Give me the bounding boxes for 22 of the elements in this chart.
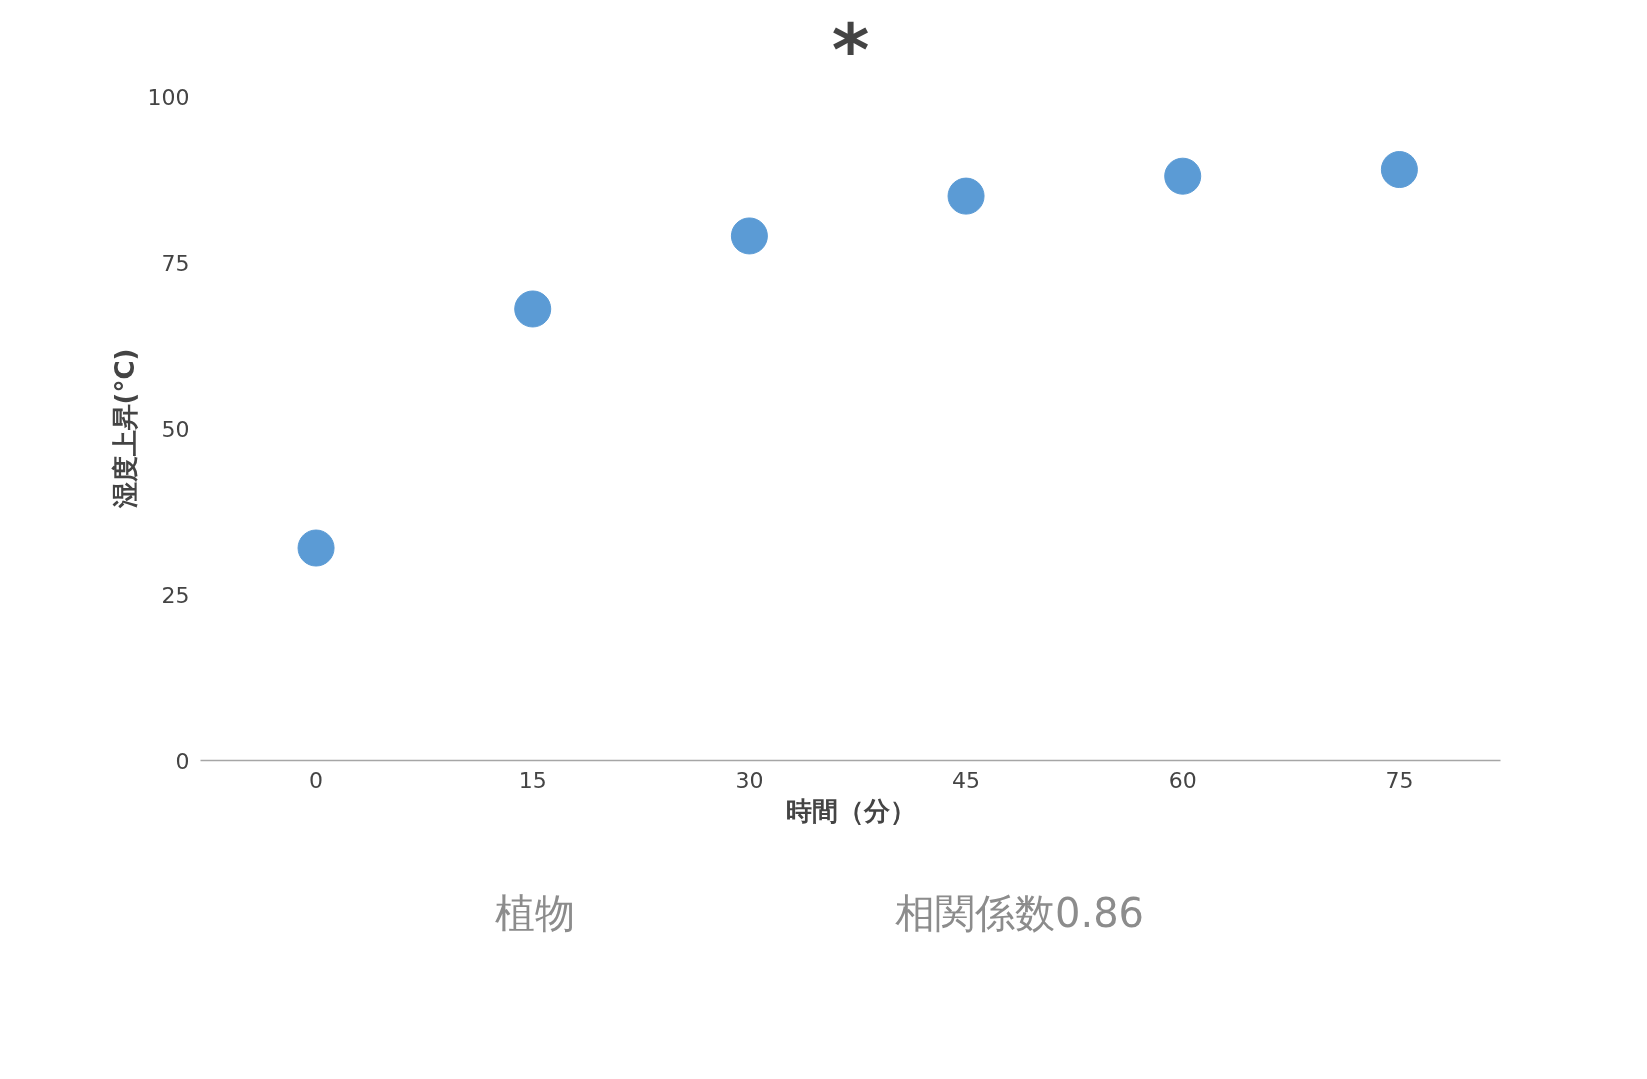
x-tick-label: 75 xyxy=(1385,767,1414,793)
x-axis-title: 時間（分） xyxy=(785,795,916,826)
point xyxy=(1164,157,1202,195)
y-tick-label: 25 xyxy=(161,582,190,608)
y-tick-label: 0 xyxy=(175,748,190,774)
x-tick-label: 60 xyxy=(1168,767,1197,793)
point xyxy=(1380,151,1418,188)
point xyxy=(947,177,985,215)
x-tick-label: 0 xyxy=(309,767,324,793)
point xyxy=(730,217,768,255)
text: 相関係数0.86 xyxy=(895,889,1146,938)
point xyxy=(297,529,335,567)
y-tick-label: 75 xyxy=(161,250,190,276)
x-tick-label: 45 xyxy=(952,767,981,793)
y-tick-label: 100 xyxy=(147,84,190,110)
point xyxy=(514,290,552,328)
text: 植物 xyxy=(495,889,576,938)
x-tick-label: 30 xyxy=(735,767,764,793)
x-tick-label: 15 xyxy=(518,767,547,793)
y-axis-title: 湿度上昇(°C) xyxy=(109,348,140,510)
y-tick-label: 50 xyxy=(161,416,190,442)
chart-title: * xyxy=(831,7,870,92)
